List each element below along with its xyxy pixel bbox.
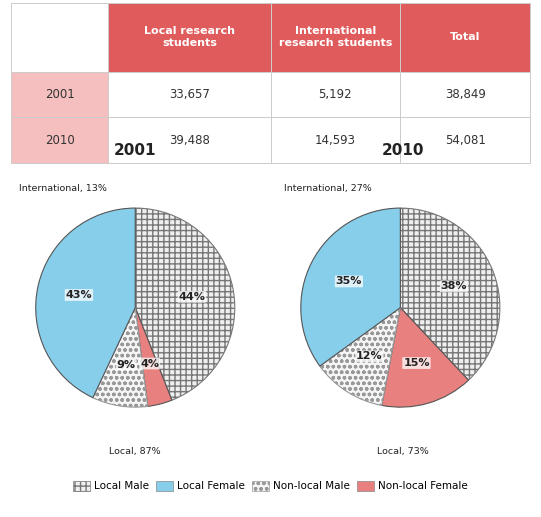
Text: 14,593: 14,593 [315, 133, 356, 146]
Text: Local, 87%: Local, 87% [109, 447, 161, 456]
Text: Local, 73%: Local, 73% [377, 447, 429, 456]
Text: International, 13%: International, 13% [19, 184, 107, 193]
Text: 44%: 44% [179, 292, 206, 302]
Legend: Local Male, Local Female, Non-local Male, Non-local Female: Local Male, Local Female, Non-local Male… [69, 477, 472, 495]
FancyBboxPatch shape [270, 3, 400, 71]
FancyBboxPatch shape [400, 117, 530, 163]
Text: 9%: 9% [117, 360, 136, 370]
Text: 4%: 4% [140, 358, 159, 369]
Text: 2010: 2010 [382, 143, 424, 158]
Text: Local research
students: Local research students [144, 26, 235, 48]
Text: 15%: 15% [403, 358, 430, 368]
FancyBboxPatch shape [11, 3, 108, 71]
Text: 38,849: 38,849 [445, 88, 486, 101]
FancyBboxPatch shape [400, 71, 530, 117]
Wedge shape [320, 308, 400, 405]
Wedge shape [301, 208, 400, 366]
FancyBboxPatch shape [108, 117, 270, 163]
Text: 43%: 43% [65, 290, 92, 300]
Text: 2001: 2001 [45, 88, 74, 101]
Wedge shape [36, 208, 135, 398]
FancyBboxPatch shape [108, 71, 270, 117]
Text: International
research students: International research students [279, 26, 392, 48]
FancyBboxPatch shape [11, 71, 108, 117]
Text: 35%: 35% [336, 277, 362, 286]
FancyBboxPatch shape [108, 3, 270, 71]
Text: 38%: 38% [441, 281, 467, 292]
FancyBboxPatch shape [270, 117, 400, 163]
Text: 2010: 2010 [45, 133, 74, 146]
Text: 33,657: 33,657 [169, 88, 210, 101]
Text: 54,081: 54,081 [445, 133, 486, 146]
Text: 2001: 2001 [114, 143, 156, 158]
Text: 39,488: 39,488 [169, 133, 210, 146]
Text: 5,192: 5,192 [319, 88, 352, 101]
Text: 12%: 12% [356, 352, 382, 361]
Wedge shape [400, 208, 500, 380]
Wedge shape [93, 308, 148, 407]
FancyBboxPatch shape [270, 71, 400, 117]
FancyBboxPatch shape [11, 117, 108, 163]
Wedge shape [135, 308, 172, 406]
Wedge shape [382, 308, 469, 407]
Wedge shape [135, 208, 235, 400]
Text: Total: Total [450, 32, 480, 42]
FancyBboxPatch shape [400, 3, 530, 71]
Text: International, 27%: International, 27% [284, 184, 372, 193]
